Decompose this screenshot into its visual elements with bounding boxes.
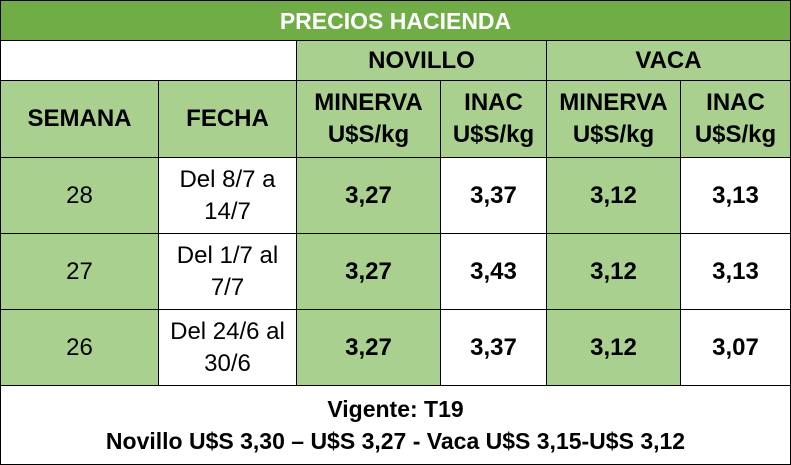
price-cell: 3,27 (296, 309, 441, 386)
footer: Vigente: T19 Novillo U$S 3,30 – U$S 3,27… (0, 385, 791, 465)
group-header: VACA (546, 40, 791, 81)
price-cell: 3,07 (680, 309, 791, 386)
row-label: 28 (0, 157, 159, 234)
price-cell: 3,37 (440, 309, 547, 386)
price-cell: 3,13 (680, 233, 791, 310)
price-cell: 3,27 (296, 157, 441, 234)
row-label: Del 1/7 al 7/7 (158, 233, 297, 310)
row-label: Del 24/6 al 30/6 (158, 309, 297, 386)
column-header: INAC U$S/kg (680, 80, 791, 158)
price-cell: 3,37 (440, 157, 547, 234)
price-cell: 3,43 (440, 233, 547, 310)
column-header: FECHA (158, 80, 297, 158)
footer-line: Vigente: T19 (327, 396, 464, 422)
price-cell: 3,12 (546, 157, 681, 234)
empty-cell (0, 40, 297, 81)
row-label: 26 (0, 309, 159, 386)
column-header: SEMANA (0, 80, 159, 158)
column-header: MINERVA U$S/kg (296, 80, 441, 158)
row-label: 27 (0, 233, 159, 310)
price-cell: 3,12 (546, 233, 681, 310)
price-cell: 3,27 (296, 233, 441, 310)
footer-line: Novillo U$S 3,30 – U$S 3,27 - Vaca U$S 3… (105, 428, 686, 454)
price-cell: 3,12 (546, 309, 681, 386)
column-header: MINERVA U$S/kg (546, 80, 681, 158)
column-header: INAC U$S/kg (440, 80, 547, 158)
price-cell: 3,13 (680, 157, 791, 234)
row-label: Del 8/7 a 14/7 (158, 157, 297, 234)
group-header: NOVILLO (296, 40, 547, 81)
table-title: PRECIOS HACIENDA (0, 0, 791, 41)
